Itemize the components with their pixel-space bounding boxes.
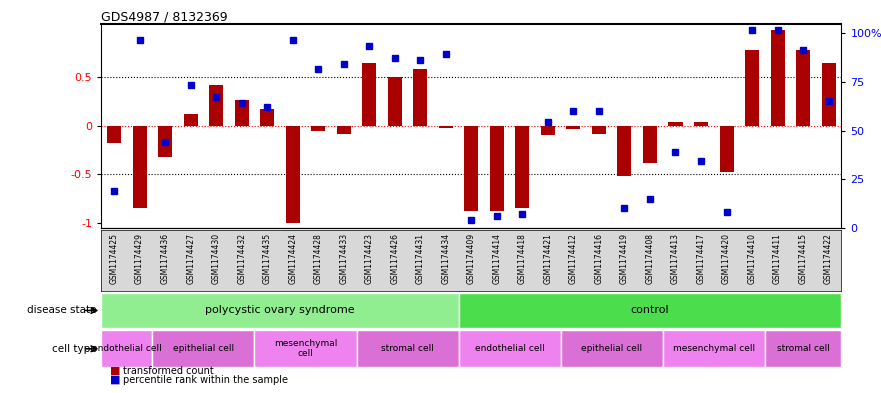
Bar: [745, 50, 759, 126]
Text: polycystic ovary syndrome: polycystic ovary syndrome: [205, 305, 355, 316]
Text: GSM1174432: GSM1174432: [237, 233, 246, 284]
Text: ■: ■: [110, 366, 121, 376]
Text: GSM1174417: GSM1174417: [697, 233, 706, 284]
Text: GSM1174426: GSM1174426: [390, 233, 399, 284]
Bar: [337, 126, 351, 134]
Bar: [311, 126, 325, 130]
Bar: [720, 126, 734, 173]
Text: GSM1174414: GSM1174414: [492, 233, 501, 284]
Bar: [566, 126, 581, 129]
Bar: [107, 126, 121, 143]
Text: GSM1174409: GSM1174409: [467, 233, 476, 284]
Text: GSM1174434: GSM1174434: [441, 233, 450, 284]
Bar: [255, 330, 357, 367]
Text: GSM1174412: GSM1174412: [569, 233, 578, 284]
Bar: [771, 30, 785, 126]
Text: GSM1174427: GSM1174427: [186, 233, 195, 284]
Bar: [515, 126, 529, 208]
Bar: [694, 122, 708, 126]
Bar: [260, 109, 274, 126]
Bar: [643, 126, 657, 163]
Bar: [183, 114, 197, 126]
Text: ■: ■: [110, 375, 121, 385]
Bar: [152, 330, 255, 367]
Bar: [362, 62, 376, 126]
Text: mesenchymal
cell: mesenchymal cell: [274, 339, 337, 358]
Text: GSM1174411: GSM1174411: [773, 233, 782, 284]
Text: GSM1174424: GSM1174424: [288, 233, 297, 284]
Bar: [796, 50, 811, 126]
Text: control: control: [631, 305, 670, 316]
Text: GSM1174423: GSM1174423: [365, 233, 374, 284]
Bar: [459, 330, 560, 367]
Text: GSM1174415: GSM1174415: [798, 233, 808, 284]
Bar: [822, 64, 835, 126]
Text: mesenchymal cell: mesenchymal cell: [673, 344, 755, 353]
Text: GSM1174419: GSM1174419: [620, 233, 629, 284]
Text: endothelial cell: endothelial cell: [92, 344, 162, 353]
Text: GSM1174433: GSM1174433: [339, 233, 348, 284]
Text: GDS4987 / 8132369: GDS4987 / 8132369: [101, 11, 228, 24]
Bar: [234, 101, 248, 126]
Bar: [541, 126, 555, 136]
Text: GSM1174436: GSM1174436: [160, 233, 170, 284]
Text: GSM1174435: GSM1174435: [263, 233, 271, 284]
Text: GSM1174422: GSM1174422: [824, 233, 833, 284]
Text: endothelial cell: endothelial cell: [475, 344, 544, 353]
Text: epithelial cell: epithelial cell: [173, 344, 234, 353]
Text: percentile rank within the sample: percentile rank within the sample: [123, 375, 288, 385]
Bar: [765, 330, 841, 367]
Text: GSM1174430: GSM1174430: [211, 233, 220, 284]
Text: GSM1174418: GSM1174418: [518, 233, 527, 284]
Bar: [439, 126, 453, 128]
Text: GSM1174413: GSM1174413: [671, 233, 680, 284]
Bar: [357, 330, 459, 367]
Text: GSM1174410: GSM1174410: [748, 233, 757, 284]
Bar: [560, 330, 663, 367]
Bar: [618, 126, 632, 176]
Text: GSM1174425: GSM1174425: [109, 233, 119, 284]
Bar: [101, 293, 459, 328]
Bar: [592, 126, 606, 134]
Text: GSM1174421: GSM1174421: [544, 233, 552, 284]
Text: GSM1174408: GSM1174408: [646, 233, 655, 284]
Bar: [663, 330, 765, 367]
Text: stromal cell: stromal cell: [777, 344, 830, 353]
Text: GSM1174428: GSM1174428: [314, 233, 322, 284]
Text: cell type: cell type: [52, 343, 97, 354]
Bar: [209, 85, 223, 126]
Bar: [132, 126, 146, 208]
Text: GSM1174429: GSM1174429: [135, 233, 144, 284]
Bar: [490, 126, 504, 211]
Text: transformed count: transformed count: [123, 366, 214, 376]
Text: stromal cell: stromal cell: [381, 344, 434, 353]
Bar: [459, 293, 841, 328]
Text: GSM1174416: GSM1174416: [595, 233, 603, 284]
Text: epithelial cell: epithelial cell: [581, 344, 642, 353]
Bar: [669, 122, 683, 126]
Bar: [101, 330, 152, 367]
Text: disease state: disease state: [27, 305, 97, 316]
Text: GSM1174420: GSM1174420: [722, 233, 731, 284]
Bar: [388, 77, 402, 126]
Bar: [158, 126, 172, 157]
Bar: [464, 126, 478, 211]
Bar: [285, 126, 300, 223]
Bar: [413, 69, 427, 126]
Text: GSM1174431: GSM1174431: [416, 233, 425, 284]
